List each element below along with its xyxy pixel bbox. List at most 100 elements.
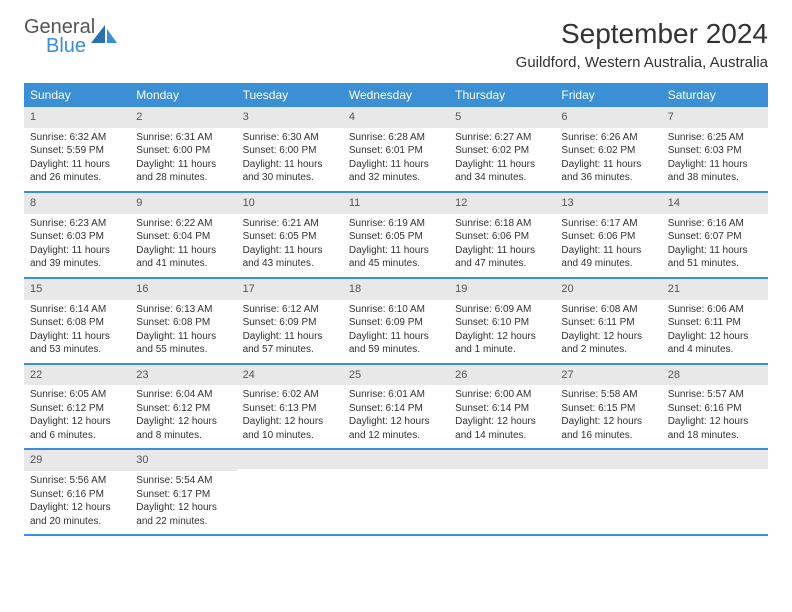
day-line: and 1 minute. [455,343,549,357]
day-line: Sunrise: 6:22 AM [136,217,230,231]
day-line: Daylight: 11 hours [455,158,549,172]
day-line: Sunrise: 6:25 AM [668,131,762,145]
day-line: Sunset: 6:16 PM [668,402,762,416]
day-body: Sunrise: 5:54 AMSunset: 6:17 PMDaylight:… [130,471,236,534]
day-number [449,450,555,469]
day-cell: 21Sunrise: 6:06 AMSunset: 6:11 PMDayligh… [662,279,768,363]
day-number: 25 [343,365,449,386]
day-line: Sunrise: 6:06 AM [668,303,762,317]
day-line: Daylight: 12 hours [561,330,655,344]
day-line: and 14 minutes. [455,429,549,443]
day-number: 23 [130,365,236,386]
day-cell: 11Sunrise: 6:19 AMSunset: 6:05 PMDayligh… [343,193,449,277]
day-line: and 26 minutes. [30,171,124,185]
day-line: and 12 minutes. [349,429,443,443]
day-body: Sunrise: 6:16 AMSunset: 6:07 PMDaylight:… [662,214,768,277]
day-cell: 8Sunrise: 6:23 AMSunset: 6:03 PMDaylight… [24,193,130,277]
day-body: Sunrise: 6:05 AMSunset: 6:12 PMDaylight:… [24,385,130,448]
weeks-container: 1Sunrise: 6:32 AMSunset: 5:59 PMDaylight… [24,107,768,536]
week-row: 22Sunrise: 6:05 AMSunset: 6:12 PMDayligh… [24,365,768,451]
day-number: 10 [237,193,343,214]
weekday-mon: Monday [130,83,236,107]
day-cell: 14Sunrise: 6:16 AMSunset: 6:07 PMDayligh… [662,193,768,277]
day-line: Daylight: 11 hours [243,158,337,172]
day-line: and 39 minutes. [30,257,124,271]
day-line: and 2 minutes. [561,343,655,357]
day-line: Daylight: 11 hours [668,158,762,172]
day-cell: 1Sunrise: 6:32 AMSunset: 5:59 PMDaylight… [24,107,130,191]
day-line: Sunset: 6:01 PM [349,144,443,158]
day-line: Sunrise: 6:31 AM [136,131,230,145]
day-cell: 15Sunrise: 6:14 AMSunset: 6:08 PMDayligh… [24,279,130,363]
day-line: Sunset: 6:09 PM [349,316,443,330]
day-body: Sunrise: 6:06 AMSunset: 6:11 PMDaylight:… [662,300,768,363]
day-body: Sunrise: 5:56 AMSunset: 6:16 PMDaylight:… [24,471,130,534]
day-cell: 19Sunrise: 6:09 AMSunset: 6:10 PMDayligh… [449,279,555,363]
day-body: Sunrise: 6:19 AMSunset: 6:05 PMDaylight:… [343,214,449,277]
day-line: Sunset: 6:14 PM [349,402,443,416]
day-body: Sunrise: 6:14 AMSunset: 6:08 PMDaylight:… [24,300,130,363]
day-cell: 12Sunrise: 6:18 AMSunset: 6:06 PMDayligh… [449,193,555,277]
day-line: Sunset: 6:08 PM [30,316,124,330]
day-body: Sunrise: 6:04 AMSunset: 6:12 PMDaylight:… [130,385,236,448]
day-line: Daylight: 12 hours [455,415,549,429]
day-line: Sunrise: 6:16 AM [668,217,762,231]
day-cell: 2Sunrise: 6:31 AMSunset: 6:00 PMDaylight… [130,107,236,191]
day-line: Sunrise: 6:08 AM [561,303,655,317]
logo-text: General Blue [24,18,95,56]
day-cell: 17Sunrise: 6:12 AMSunset: 6:09 PMDayligh… [237,279,343,363]
day-number [237,450,343,469]
day-line: Sunset: 6:04 PM [136,230,230,244]
day-cell: 28Sunrise: 5:57 AMSunset: 6:16 PMDayligh… [662,365,768,449]
day-line: Daylight: 12 hours [136,415,230,429]
week-row: 8Sunrise: 6:23 AMSunset: 6:03 PMDaylight… [24,193,768,279]
day-line: Sunset: 6:11 PM [668,316,762,330]
day-line: Sunrise: 5:57 AM [668,388,762,402]
day-line: Daylight: 12 hours [243,415,337,429]
day-body: Sunrise: 6:13 AMSunset: 6:08 PMDaylight:… [130,300,236,363]
day-line: Daylight: 11 hours [136,158,230,172]
day-number: 11 [343,193,449,214]
day-number: 8 [24,193,130,214]
day-cell: 24Sunrise: 6:02 AMSunset: 6:13 PMDayligh… [237,365,343,449]
day-number: 9 [130,193,236,214]
day-line: Sunrise: 5:56 AM [30,474,124,488]
day-line: Daylight: 11 hours [136,244,230,258]
day-number: 27 [555,365,661,386]
day-body: Sunrise: 6:28 AMSunset: 6:01 PMDaylight:… [343,128,449,191]
day-body: Sunrise: 6:22 AMSunset: 6:04 PMDaylight:… [130,214,236,277]
day-line: Sunset: 6:15 PM [561,402,655,416]
day-line: and 34 minutes. [455,171,549,185]
day-number: 18 [343,279,449,300]
day-number: 21 [662,279,768,300]
day-cell [237,450,343,534]
day-body: Sunrise: 6:30 AMSunset: 6:00 PMDaylight:… [237,128,343,191]
day-cell: 6Sunrise: 6:26 AMSunset: 6:02 PMDaylight… [555,107,661,191]
day-line: Daylight: 12 hours [30,415,124,429]
weekday-thu: Thursday [449,83,555,107]
day-body: Sunrise: 5:58 AMSunset: 6:15 PMDaylight:… [555,385,661,448]
day-line: Daylight: 12 hours [136,501,230,515]
week-row: 15Sunrise: 6:14 AMSunset: 6:08 PMDayligh… [24,279,768,365]
day-line: and 47 minutes. [455,257,549,271]
day-line: Sunrise: 6:04 AM [136,388,230,402]
day-number: 4 [343,107,449,128]
day-number: 19 [449,279,555,300]
logo-sail-icon [91,25,119,47]
day-line: Sunset: 6:06 PM [455,230,549,244]
day-line: Sunrise: 6:05 AM [30,388,124,402]
day-cell: 23Sunrise: 6:04 AMSunset: 6:12 PMDayligh… [130,365,236,449]
day-cell [449,450,555,534]
day-cell: 4Sunrise: 6:28 AMSunset: 6:01 PMDaylight… [343,107,449,191]
day-body: Sunrise: 6:32 AMSunset: 5:59 PMDaylight:… [24,128,130,191]
week-row: 1Sunrise: 6:32 AMSunset: 5:59 PMDaylight… [24,107,768,193]
day-line: and 49 minutes. [561,257,655,271]
day-line: Daylight: 12 hours [668,415,762,429]
day-line: Daylight: 12 hours [668,330,762,344]
day-line: and 20 minutes. [30,515,124,529]
day-cell [343,450,449,534]
day-line: and 55 minutes. [136,343,230,357]
day-body: Sunrise: 6:23 AMSunset: 6:03 PMDaylight:… [24,214,130,277]
day-cell: 26Sunrise: 6:00 AMSunset: 6:14 PMDayligh… [449,365,555,449]
day-line: Sunrise: 6:17 AM [561,217,655,231]
